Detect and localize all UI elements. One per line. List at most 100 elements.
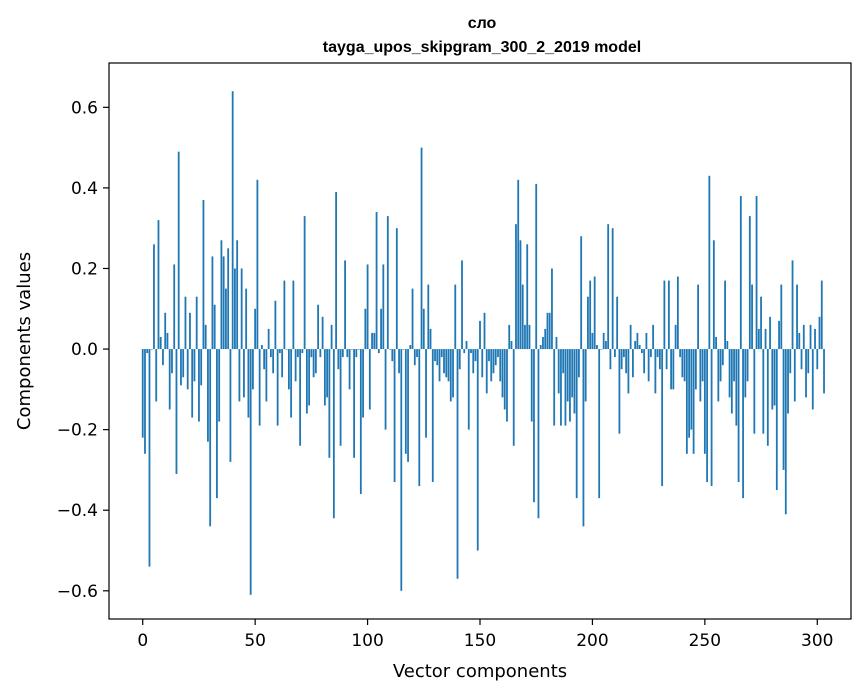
bar (562, 349, 565, 374)
bar (611, 228, 614, 350)
bar (337, 349, 340, 370)
bar (263, 349, 266, 370)
bar (438, 349, 441, 382)
bar (593, 276, 596, 350)
bar (449, 349, 452, 402)
bar (809, 324, 812, 350)
bar (494, 349, 497, 366)
bar (236, 240, 239, 350)
bar (548, 312, 551, 350)
bar (294, 349, 297, 382)
bar (589, 280, 592, 350)
bar (582, 349, 585, 527)
bar (600, 349, 603, 350)
bar (146, 349, 149, 354)
bar (285, 349, 288, 350)
bar (144, 349, 146, 454)
bar (278, 349, 281, 354)
bar (755, 195, 758, 350)
bar (418, 349, 421, 487)
bar (391, 349, 394, 362)
bar (715, 336, 717, 350)
bar (463, 349, 466, 354)
bar (539, 345, 542, 350)
bar (719, 349, 722, 382)
bar (564, 349, 567, 426)
bar (580, 236, 583, 350)
bar (189, 312, 191, 350)
bar (706, 349, 708, 483)
bar (688, 349, 691, 438)
bar (793, 349, 796, 402)
bar (816, 349, 819, 370)
bar (506, 349, 508, 422)
bar (712, 240, 715, 350)
bar (674, 324, 677, 350)
x-tick-label: 200 (576, 631, 608, 651)
x-tick-label: 0 (137, 631, 148, 651)
bar (510, 341, 513, 350)
bar (155, 349, 158, 402)
bar (560, 349, 562, 426)
bar (267, 328, 270, 350)
x-axis: 0 50 100 150 200 250 300 (137, 619, 833, 651)
bar (346, 349, 349, 358)
bar (249, 349, 252, 595)
bar (317, 304, 320, 350)
bar (141, 349, 144, 438)
bar (656, 349, 659, 358)
bar (452, 349, 454, 398)
bar (393, 349, 396, 483)
bar (753, 349, 756, 434)
bar (814, 328, 816, 350)
bar (764, 328, 767, 350)
bar (769, 316, 771, 350)
bar (359, 349, 362, 495)
bar (373, 332, 376, 350)
bar (335, 191, 337, 350)
bar (596, 345, 598, 350)
bar (220, 240, 223, 350)
x-axis-label: Vector components (393, 661, 567, 682)
bar (274, 300, 277, 350)
bar (272, 349, 275, 374)
bar (287, 349, 290, 390)
bar (553, 349, 556, 426)
bar (643, 349, 646, 374)
bar (180, 349, 182, 386)
x-tick-label: 50 (244, 631, 266, 651)
bar (283, 280, 286, 350)
bar (195, 296, 198, 350)
bar (634, 341, 637, 350)
y-tick-label: 0.2 (71, 259, 98, 279)
bar (261, 345, 263, 350)
bar (371, 332, 373, 350)
bar (240, 268, 243, 350)
bar (667, 280, 670, 350)
bar (321, 316, 324, 350)
bar (436, 349, 439, 366)
bar (632, 349, 634, 378)
bar (805, 349, 807, 398)
bar (780, 284, 783, 350)
bar (323, 349, 326, 406)
bar (231, 91, 234, 350)
bar (198, 349, 200, 422)
bar (512, 349, 515, 446)
bar (575, 349, 578, 499)
bar (254, 308, 257, 350)
bar (519, 240, 522, 350)
bar (771, 349, 774, 410)
bar (636, 332, 639, 350)
bar (521, 284, 524, 350)
bar (269, 349, 272, 358)
bar (557, 349, 560, 394)
bar (569, 349, 571, 422)
bar (789, 349, 792, 374)
bar (184, 296, 187, 350)
x-tick-label: 150 (464, 631, 496, 651)
bar (191, 349, 194, 418)
bar (148, 349, 151, 567)
bar (218, 349, 221, 422)
bar (692, 349, 695, 454)
